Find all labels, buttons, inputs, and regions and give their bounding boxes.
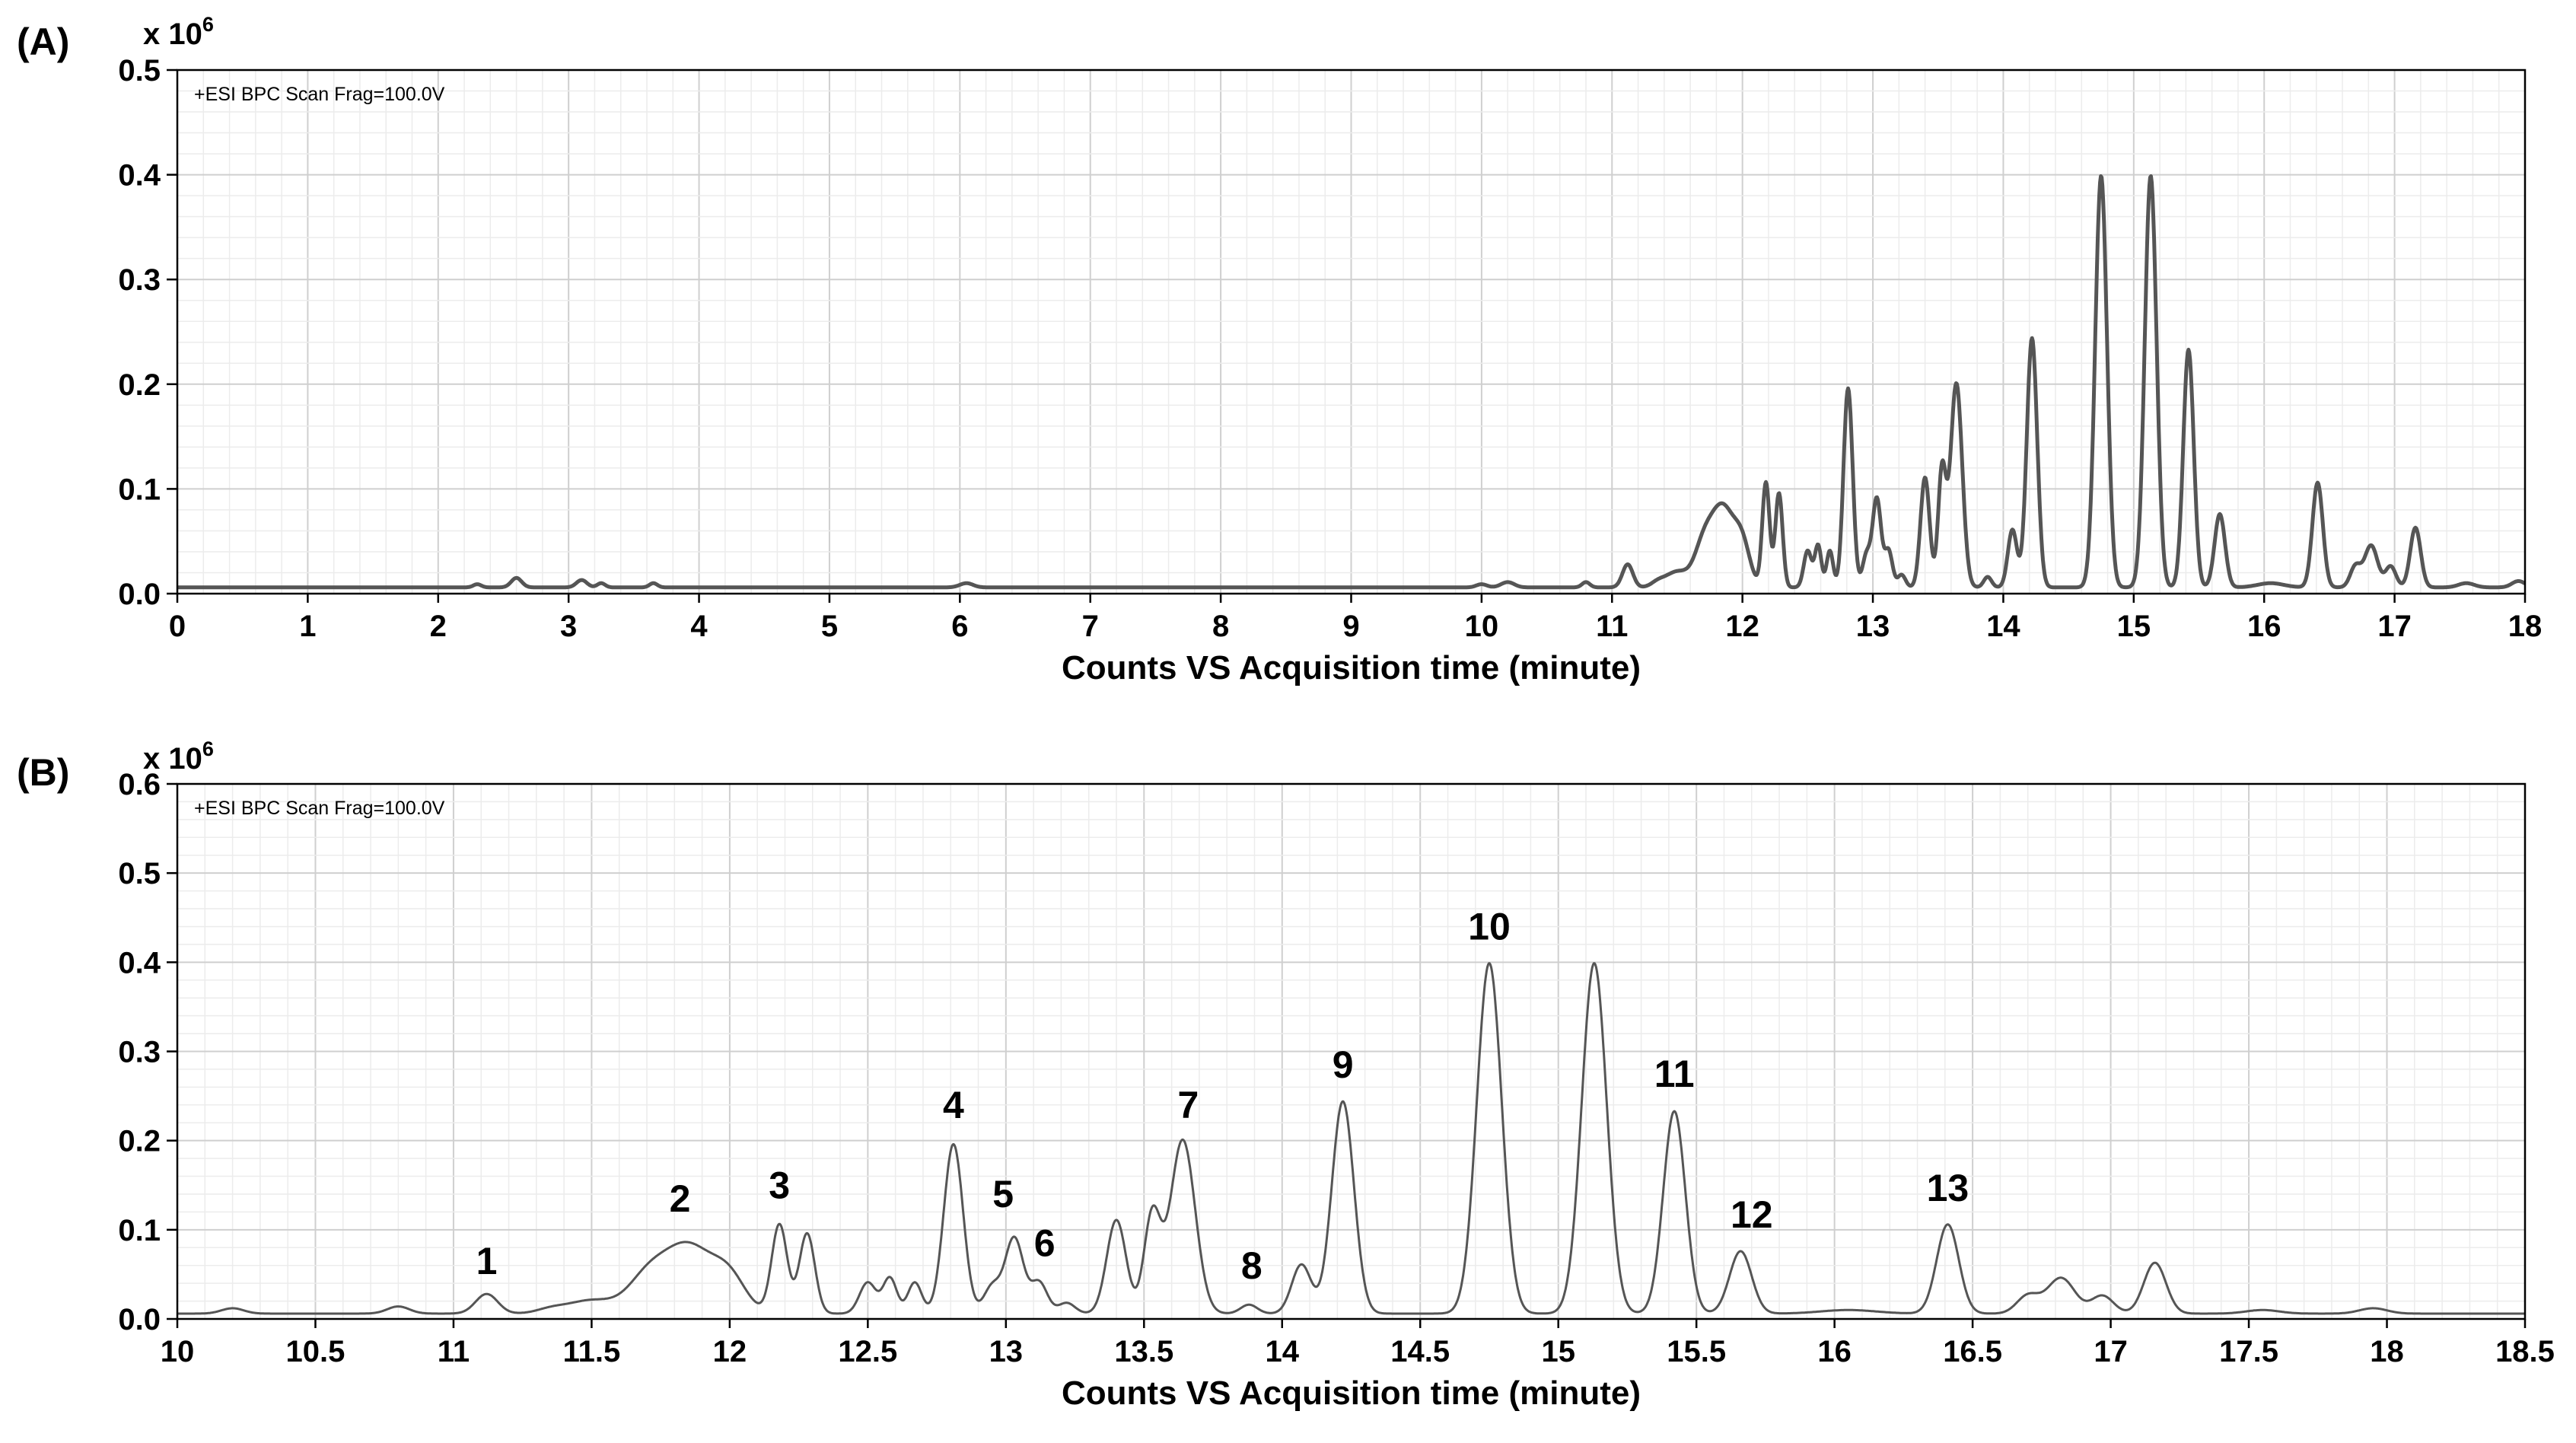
- peak-label: 1: [476, 1240, 498, 1282]
- panel-b-x-tick-label: 11: [438, 1335, 470, 1368]
- panel-b-multiplier: x 106: [143, 737, 214, 776]
- peak-label: 8: [1241, 1244, 1263, 1287]
- panel-a-x-tick-label: 13: [1856, 610, 1890, 643]
- panel-b: (B) x 106 0.00.10.20.30.40.50.6 10 10.5 11…: [17, 737, 2555, 1412]
- panel-b-y-tick-label: 0.4: [118, 946, 161, 980]
- panel-b-x-tick-label: 10: [161, 1335, 195, 1368]
- panel-b-y-tick-label: 0.1: [118, 1214, 161, 1247]
- panel-a-x-tick-label: 2: [430, 610, 447, 643]
- panel-b-x-tick-label: 17: [2094, 1335, 2128, 1368]
- panel-b-y-tick-label: 0.5: [118, 857, 161, 890]
- panel-a-y-tick-label: 0.3: [118, 263, 161, 297]
- panel-a-x-tick-label: 1: [299, 610, 316, 643]
- panel-a-x-tick-label: 16: [2247, 610, 2281, 643]
- panel-b-multiplier-base: x 10: [143, 742, 202, 776]
- panel-a-x-tick-label: 0: [169, 610, 186, 643]
- panel-a-multiplier: x 106: [143, 13, 214, 51]
- panel-b-x-tick-label: 14.5: [1390, 1335, 1450, 1368]
- panel-b-y-tick-label: 0.2: [118, 1125, 161, 1158]
- panel-a-y-tick-label: 0.5: [118, 54, 161, 88]
- panel-b-label: (B): [17, 751, 69, 794]
- panel-a-multiplier-exp: 6: [202, 13, 214, 36]
- panel-b-x-tick-label: 13: [989, 1335, 1024, 1368]
- peak-label: 3: [769, 1164, 790, 1206]
- panel-b-x-tick-label: 18.5: [2495, 1335, 2555, 1368]
- panel-a-x-tick-label: 6: [951, 610, 968, 643]
- panel-a-y-tick-label: 0.1: [118, 473, 161, 506]
- panel-b-y-axis: 0.0 0.1 0.2 0.3 0.4 0.5 0.6: [118, 768, 177, 1336]
- peak-label: 6: [1034, 1222, 1056, 1265]
- panel-a-x-tick-label: 9: [1342, 610, 1359, 643]
- peak-label: 5: [992, 1173, 1014, 1215]
- peak-label: 7: [1177, 1084, 1199, 1126]
- panel-b-multiplier-exp: 6: [202, 737, 214, 760]
- panel-a-x-tick-label: 5: [821, 610, 838, 643]
- panel-b-x-axis: 10 10.5 11 11.5 12 12.5 13 13.5 14 14.5 15 15.5 16 16…: [161, 1319, 2555, 1368]
- panel-b-x-tick-label: 16: [1817, 1335, 1852, 1368]
- panel-b-x-tick-label: 14: [1266, 1335, 1300, 1368]
- panel-a-scan-annotation: +ESI BPC Scan Frag=100.0V: [194, 84, 445, 105]
- panel-a-x-tick-label: 3: [560, 610, 577, 643]
- panel-a-series-line: [176, 174, 2527, 590]
- peak-label: 2: [670, 1177, 691, 1220]
- panel-a-multiplier-base: x 10: [143, 18, 202, 51]
- peak-label: 12: [1731, 1193, 1773, 1236]
- panel-b-x-tick-label: 10.5: [286, 1335, 345, 1368]
- peak-label: 11: [1654, 1053, 1695, 1095]
- panel-b-y-tick-label: 0.6: [118, 768, 161, 801]
- panel-b-x-tick-label: 15.5: [1667, 1335, 1726, 1368]
- panel-a-x-tick-label: 10: [1465, 610, 1499, 643]
- peak-label: 4: [943, 1084, 964, 1126]
- panel-a-x-tick-label: 7: [1082, 610, 1099, 643]
- panel-a-x-axis: 0 1 2 3 4 5 6 7 8 9 10 11 12 13 14 15 16 17 18: [169, 594, 2542, 643]
- panel-b-x-tick-label: 11.5: [563, 1335, 621, 1368]
- panel-b-x-tick-label: 12: [713, 1335, 747, 1368]
- peak-label: 13: [1927, 1167, 1969, 1209]
- peak-label: 9: [1333, 1043, 1354, 1086]
- panel-a-y-tick-label: 0.2: [118, 368, 161, 402]
- panel-b-series-line: [177, 962, 2526, 1315]
- panel-b-y-tick-label: 0.0: [118, 1303, 161, 1336]
- panel-a-x-tick-label: 14: [1986, 610, 2020, 643]
- panel-a-y-tick-label: 0.4: [118, 159, 161, 193]
- panel-b-x-tick-label: 17.5: [2219, 1335, 2278, 1368]
- panel-b-x-tick-label: 15: [1541, 1335, 1575, 1368]
- panel-b-x-axis-label: Counts VS Acquisition time (minute): [1062, 1375, 1641, 1412]
- panel-a-x-tick-label: 11: [1596, 610, 1628, 643]
- panel-b-x-tick-label: 12.5: [838, 1335, 897, 1368]
- panel-b-y-tick-label: 0.3: [118, 1036, 161, 1069]
- panel-b-gridlines: [177, 783, 2526, 1320]
- panel-a-x-axis-label: Counts VS Acquisition time (minute): [1062, 649, 1641, 686]
- panel-a-x-tick-label: 18: [2508, 610, 2543, 643]
- panel-a-x-tick-label: 17: [2377, 610, 2412, 643]
- panel-a-x-tick-label: 12: [1725, 610, 1759, 643]
- peak-label: 10: [1468, 906, 1511, 948]
- panel-b-scan-annotation: +ESI BPC Scan Frag=100.0V: [194, 798, 445, 819]
- panel-a-y-axis: 0.0 0.1 0.2 0.3 0.4 0.5: [118, 54, 177, 611]
- panel-b-x-tick-label: 13.5: [1114, 1335, 1173, 1368]
- panel-a-x-tick-label: 4: [690, 610, 708, 643]
- panel-b-x-tick-label: 16.5: [1943, 1335, 2002, 1368]
- panel-a-x-tick-label: 8: [1212, 610, 1229, 643]
- panel-a-x-tick-label: 15: [2117, 610, 2151, 643]
- panel-a-label: (A): [17, 21, 69, 63]
- panel-b-x-tick-label: 18: [2370, 1335, 2404, 1368]
- panel-a-y-tick-label: 0.0: [118, 578, 161, 611]
